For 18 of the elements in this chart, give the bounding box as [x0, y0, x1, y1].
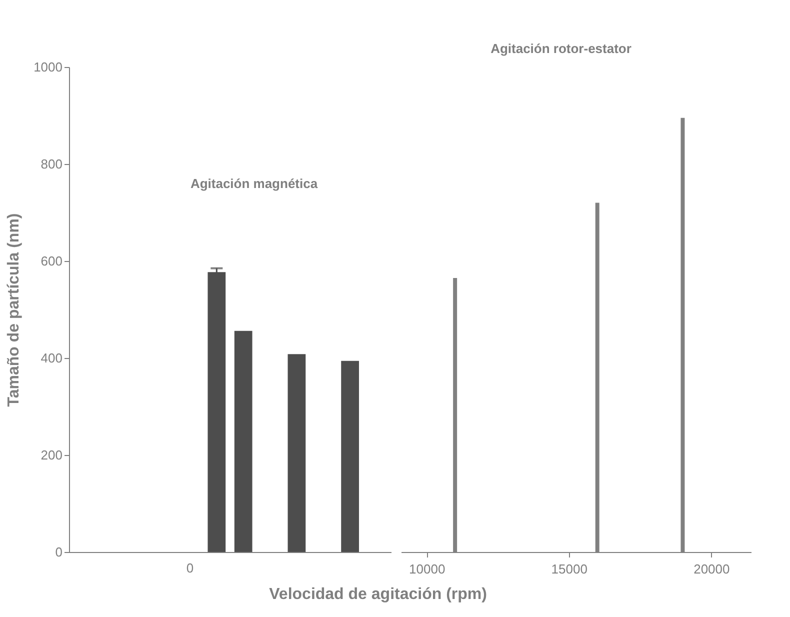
bar [234, 330, 252, 552]
x-tick-label: 0 [186, 560, 194, 576]
y-tick-label: 1000 [34, 60, 62, 74]
bar [341, 360, 359, 552]
y-tick-label: 200 [40, 448, 62, 462]
y-tick-label: 0 [55, 544, 62, 560]
bar [208, 272, 226, 552]
x-tick-label: 15000 [551, 562, 588, 576]
bar [288, 354, 306, 552]
x-tick-label: 10000 [409, 562, 446, 576]
annotation: Agitación magnética [190, 176, 318, 191]
y-tick-label: 800 [40, 156, 62, 172]
x-axis-title: Velocidad de agitación (rpm) [269, 586, 487, 603]
y-tick-label: 600 [40, 254, 62, 268]
y-tick-label: 400 [40, 350, 62, 366]
x-tick-label: 20000 [694, 562, 730, 576]
y-axis-title: Tamaño de partícula (nm) [6, 213, 23, 407]
text: Agitación rotor-estator [490, 41, 632, 56]
